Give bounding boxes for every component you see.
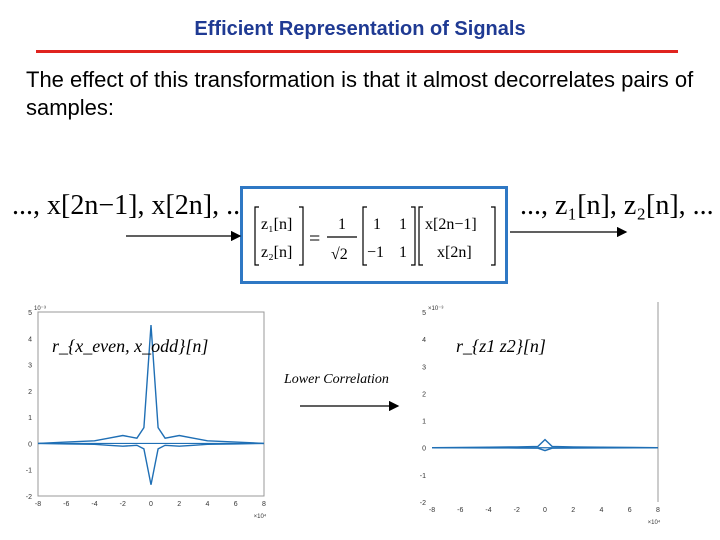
transform-equation: z₁[n] z₂[n] = 1 √2 1 1 −1 1 x[2n−1] x[2n… (254, 206, 496, 266)
x-tick-label: -6 (457, 507, 463, 514)
x-exponent-label: ×10⁴ (254, 513, 267, 520)
x-tick-label: -2 (514, 507, 520, 514)
matrix-11: 1 (373, 216, 381, 233)
output-sequence: ..., z₁[n], z₂[n], ... (520, 190, 714, 221)
y-tick-label: 3 (422, 364, 426, 371)
x-tick-label: 8 (262, 501, 266, 508)
autocorrelation-chart-left: -2 -1 0 1 2 3 4 5 -8 -6 -4 -2 0 2 4 6 8 10⁻³ ×10⁴ r_{x_even… (26, 306, 267, 520)
x-tick-label: 0 (543, 507, 547, 514)
factor-numerator: 1 (338, 216, 346, 233)
x-tick-label: -4 (485, 507, 491, 514)
slide-title: Efficient Representation of Signals (194, 18, 526, 40)
x-tick-label: -8 (35, 501, 41, 508)
chart-frame (37, 311, 265, 497)
y-exponent-label: 10⁻³ (34, 306, 46, 312)
x-tick-label: -8 (429, 507, 435, 514)
chart-annotation: r_{z1 z2}[n] (456, 336, 546, 356)
factor-denominator: √2 (331, 246, 348, 263)
y-tick-label: -2 (26, 494, 32, 501)
x-tick-label: -6 (63, 501, 69, 508)
signal-series-lower (431, 447, 659, 452)
signal-series (431, 438, 659, 449)
x-exponent-label: ×10⁴ (648, 519, 661, 526)
y-tick-label: 5 (28, 310, 32, 317)
lower-correlation-label: Lower Correlation (284, 372, 389, 387)
y-tick-label: 2 (28, 389, 32, 396)
x-tick-label: 2 (177, 501, 181, 508)
body-text: The effect of this transformation is tha… (26, 67, 694, 120)
input-sequence: ..., x[2n−1], x[2n], ... (12, 190, 248, 221)
x-tick-label: 2 (571, 507, 575, 514)
y-tick-label: 5 (422, 310, 426, 317)
rhs-x-odd: x[2n−1] (425, 216, 477, 233)
x-tick-label: 0 (149, 501, 153, 508)
signal-series (37, 325, 265, 445)
chart-annotation: r_{x_even, x_odd}[n] (52, 336, 208, 356)
y-tick-label: 4 (422, 337, 426, 344)
lhs-z1: z₁[n] (261, 216, 292, 233)
x-tick-label: 8 (656, 507, 660, 514)
y-tick-label: -2 (420, 500, 426, 507)
title-underline (36, 50, 678, 53)
autocorrelation-chart-right: -2 -1 0 1 2 3 4 5 -8 -6 -4 -2 0 2 4 6 8 ×10⁻³ ×10⁴ r_{z1 z2… (420, 302, 661, 526)
y-exponent-label: ×10⁻³ (428, 306, 443, 312)
y-tick-label: -1 (420, 473, 426, 480)
y-tick-label: 4 (28, 336, 32, 343)
x-tick-label: 6 (234, 501, 238, 508)
matrix-22: 1 (399, 244, 407, 261)
signal-series-lower (37, 442, 265, 485)
y-tick-label: -1 (26, 468, 32, 475)
lhs-z2: z₂[n] (261, 244, 292, 261)
x-tick-label: 4 (600, 507, 604, 514)
y-tick-label: 3 (28, 363, 32, 370)
matrix-12: 1 (399, 216, 407, 233)
y-tick-label: 1 (422, 419, 426, 426)
y-tick-label: 0 (28, 441, 32, 448)
x-tick-label: 4 (206, 501, 210, 508)
svg-text:=: = (309, 228, 320, 250)
x-tick-label: -4 (91, 501, 97, 508)
x-tick-label: 6 (628, 507, 632, 514)
transform-equation-box: z₁[n] z₂[n] = 1 √2 1 1 −1 1 x[2n−1] x[2n… (240, 186, 508, 284)
x-tick-label: -2 (120, 501, 126, 508)
y-tick-label: 0 (422, 446, 426, 453)
y-tick-label: 2 (422, 391, 426, 398)
y-tick-label: 1 (28, 415, 32, 422)
matrix-21: −1 (367, 244, 384, 261)
rhs-x-even: x[2n] (437, 244, 472, 261)
